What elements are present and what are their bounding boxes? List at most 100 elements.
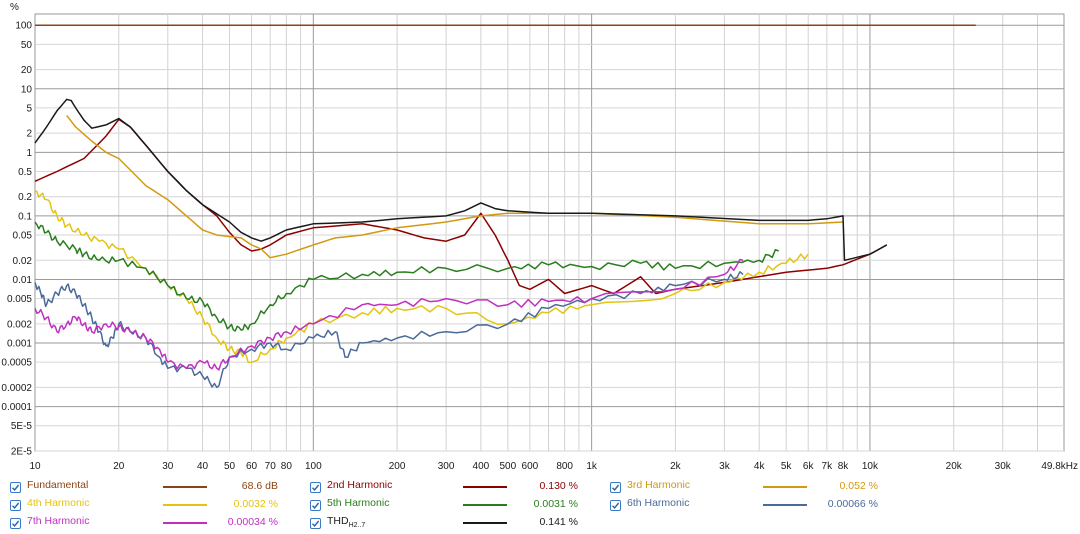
legend-checkbox-5th-harmonic[interactable]	[310, 499, 321, 511]
x-tick-label: 200	[389, 461, 406, 472]
check-icon	[312, 502, 320, 509]
x-tick-label: 30k	[995, 461, 1012, 472]
y-tick-label: 0.0001	[1, 402, 32, 413]
series-line-5th-harmonic	[34, 221, 779, 332]
legend-swatch-2nd-harmonic	[463, 486, 507, 488]
legend-item-6th-harmonic: 6th Harmonic	[610, 496, 750, 514]
x-tick-label: 400	[473, 461, 490, 472]
y-tick-label: 0.0005	[1, 358, 32, 369]
legend-value-2nd-harmonic: 0.130 %	[539, 480, 578, 492]
y-tick-label: 0.5	[18, 167, 32, 178]
legend-item-7th-harmonic: 7th Harmonic	[10, 514, 150, 532]
legend-checkbox-3rd-harmonic[interactable]	[610, 481, 621, 493]
legend-checkbox-4th-harmonic[interactable]	[10, 499, 21, 511]
x-tick-label: 70	[265, 461, 277, 472]
legend-checkbox-2nd-harmonic[interactable]	[310, 481, 321, 493]
x-tick-label: 5k	[781, 461, 793, 472]
check-icon	[612, 502, 620, 509]
x-tick-label: 600	[522, 461, 539, 472]
legend-label: 2nd Harmonic	[327, 479, 393, 491]
legend-checkbox-7th-harmonic[interactable]	[10, 517, 21, 529]
legend-value-fundamental: 68.6 dB	[241, 480, 278, 492]
legend-label: 7th Harmonic	[27, 515, 90, 527]
check-icon	[312, 520, 320, 527]
x-tick-label: 40	[197, 461, 209, 472]
x-tick-label: 800	[556, 461, 573, 472]
legend-item-fundamental: Fundamental	[10, 478, 150, 496]
check-icon	[12, 484, 20, 491]
legend-swatch-7th-harmonic	[163, 522, 207, 524]
x-tick-label: 20	[113, 461, 125, 472]
legend-swatch-thd	[463, 522, 507, 524]
y-tick-label: 0.001	[7, 339, 32, 350]
legend-item-thd: THDH2..7	[310, 514, 450, 532]
y-tick-label: 5E-5	[11, 421, 33, 432]
series-line-thd	[34, 98, 888, 262]
legend-label: 4th Harmonic	[27, 497, 90, 509]
legend-label: 6th Harmonic	[627, 497, 690, 509]
x-tick-label: 2k	[670, 461, 682, 472]
x-tick-label: 49.8kHz	[1041, 461, 1078, 472]
x-tick-label: 50	[224, 461, 236, 472]
legend-label: THDH2..7	[327, 515, 366, 530]
y-tick-label: 1	[26, 148, 32, 159]
legend-value-5th-harmonic: 0.0031 %	[533, 498, 578, 510]
grid	[34, 13, 1065, 452]
x-tick-label: 10	[29, 461, 41, 472]
check-icon	[612, 484, 620, 491]
legend-checkbox-thd[interactable]	[310, 517, 321, 529]
y-tick-label: 0.0002	[1, 383, 32, 394]
legend-swatch-3rd-harmonic	[763, 486, 807, 488]
plot-frame	[34, 13, 1065, 452]
y-tick-label: 0.02	[13, 256, 33, 267]
check-icon	[12, 502, 20, 509]
x-tick-label: 60	[246, 461, 258, 472]
legend-label: 5th Harmonic	[327, 497, 390, 509]
legend-item-5th-harmonic: 5th Harmonic	[310, 496, 450, 514]
check-icon	[12, 520, 20, 527]
series-lines	[34, 24, 976, 389]
y-tick-label: 2	[26, 129, 32, 140]
x-tick-label: 7k	[822, 461, 834, 472]
legend-checkbox-6th-harmonic[interactable]	[610, 499, 621, 511]
y-tick-label: 0.002	[7, 319, 32, 330]
series-line-4th-harmonic	[34, 189, 809, 363]
series-line-6th-harmonic	[34, 271, 744, 389]
x-tick-label: 3k	[719, 461, 731, 472]
x-tick-label: 500	[500, 461, 517, 472]
y-unit-label: %	[10, 2, 19, 13]
legend-label-subscript: H2..7	[348, 522, 366, 530]
y-tick-label: 0.1	[18, 211, 32, 222]
y-tick-label: 10	[21, 84, 33, 95]
y-tick-label: 20	[21, 65, 33, 76]
legend-value-6th-harmonic: 0.00066 %	[827, 498, 878, 510]
legend-item-3rd-harmonic: 3rd Harmonic	[610, 478, 750, 496]
legend-item-2nd-harmonic: 2nd Harmonic	[310, 478, 450, 496]
x-tick-label: 100	[305, 461, 322, 472]
legend-label: Fundamental	[27, 479, 89, 491]
x-tick-label: 10k	[862, 461, 879, 472]
y-tick-label: 0.005	[7, 294, 32, 305]
x-tick-label: 20k	[946, 461, 963, 472]
legend-value-4th-harmonic: 0.0032 %	[233, 498, 278, 510]
legend-value-3rd-harmonic: 0.052 %	[839, 480, 878, 492]
legend: Fundamental 68.6 dB 2nd Harmonic 0.130 % 3rd…	[0, 476, 1080, 534]
x-tick-label: 300	[438, 461, 455, 472]
legend-label: 3rd Harmonic	[627, 479, 691, 491]
distortion-chart: % 100 50 20 10 5 2 1 0.5 0.2 0.1 0.05 0.02 0.01 0.005…	[1, 2, 1078, 472]
y-tick-label: 50	[21, 40, 33, 51]
check-icon	[312, 484, 320, 491]
y-tick-label: 0.01	[13, 275, 33, 286]
y-tick-label: 5	[26, 103, 32, 114]
legend-swatch-4th-harmonic	[163, 504, 207, 506]
legend-swatch-fundamental	[163, 486, 207, 488]
y-tick-label: 0.2	[18, 192, 32, 203]
y-tick-label: 100	[15, 21, 32, 32]
y-tick-label: 0.05	[13, 231, 33, 242]
x-tick-label: 30	[162, 461, 174, 472]
series-line-7th-harmonic	[34, 258, 744, 371]
legend-value-thd: 0.141 %	[539, 516, 578, 528]
legend-item-4th-harmonic: 4th Harmonic	[10, 496, 150, 514]
x-tick-label: 1k	[586, 461, 598, 472]
legend-checkbox-fundamental[interactable]	[10, 481, 21, 493]
